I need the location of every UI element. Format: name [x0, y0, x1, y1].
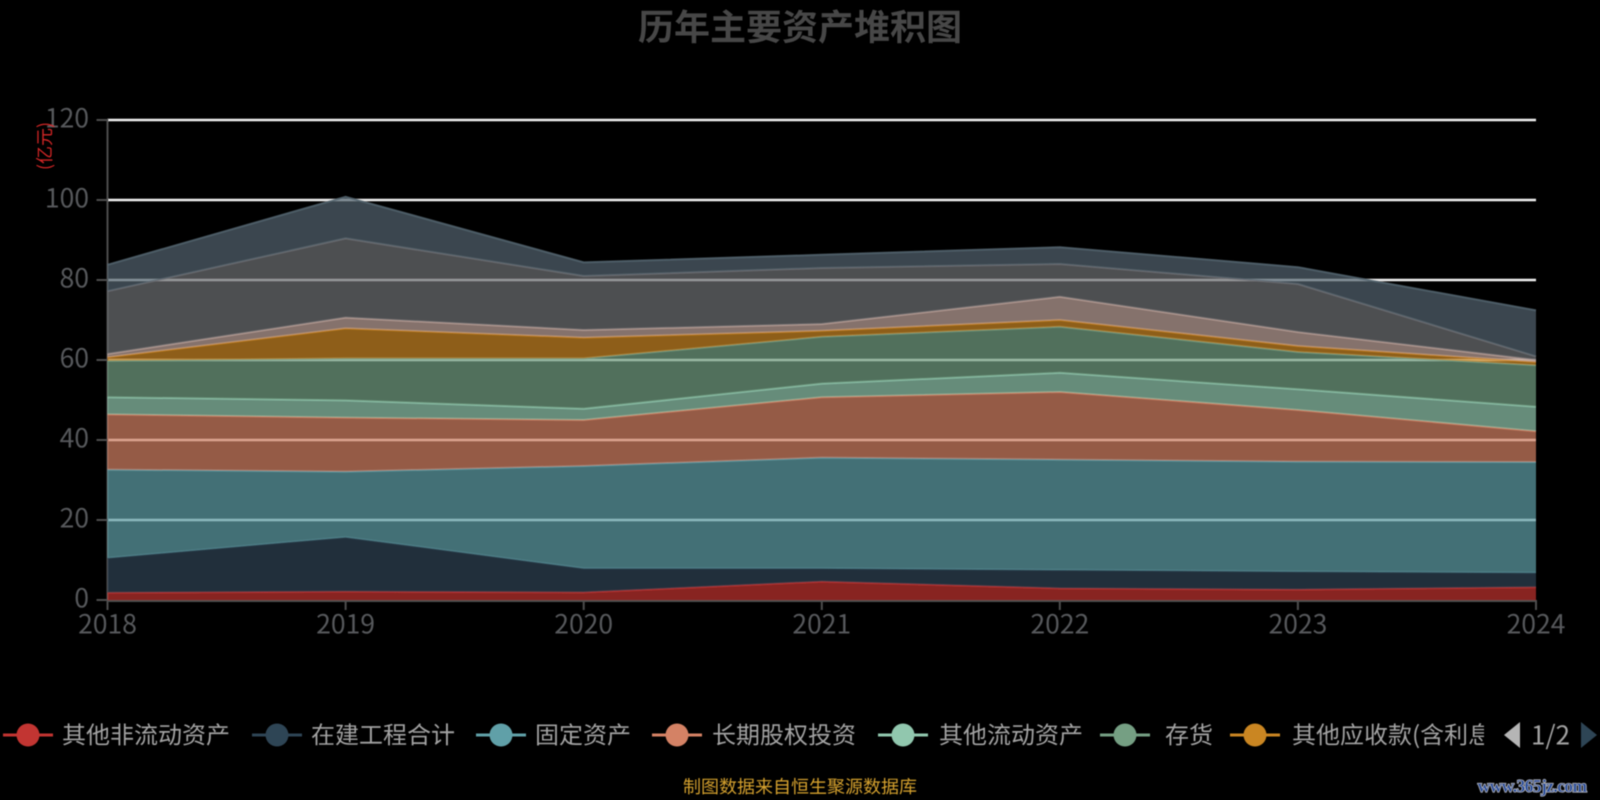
svg-text:www.365jz.com: www.365jz.com: [1478, 776, 1588, 796]
